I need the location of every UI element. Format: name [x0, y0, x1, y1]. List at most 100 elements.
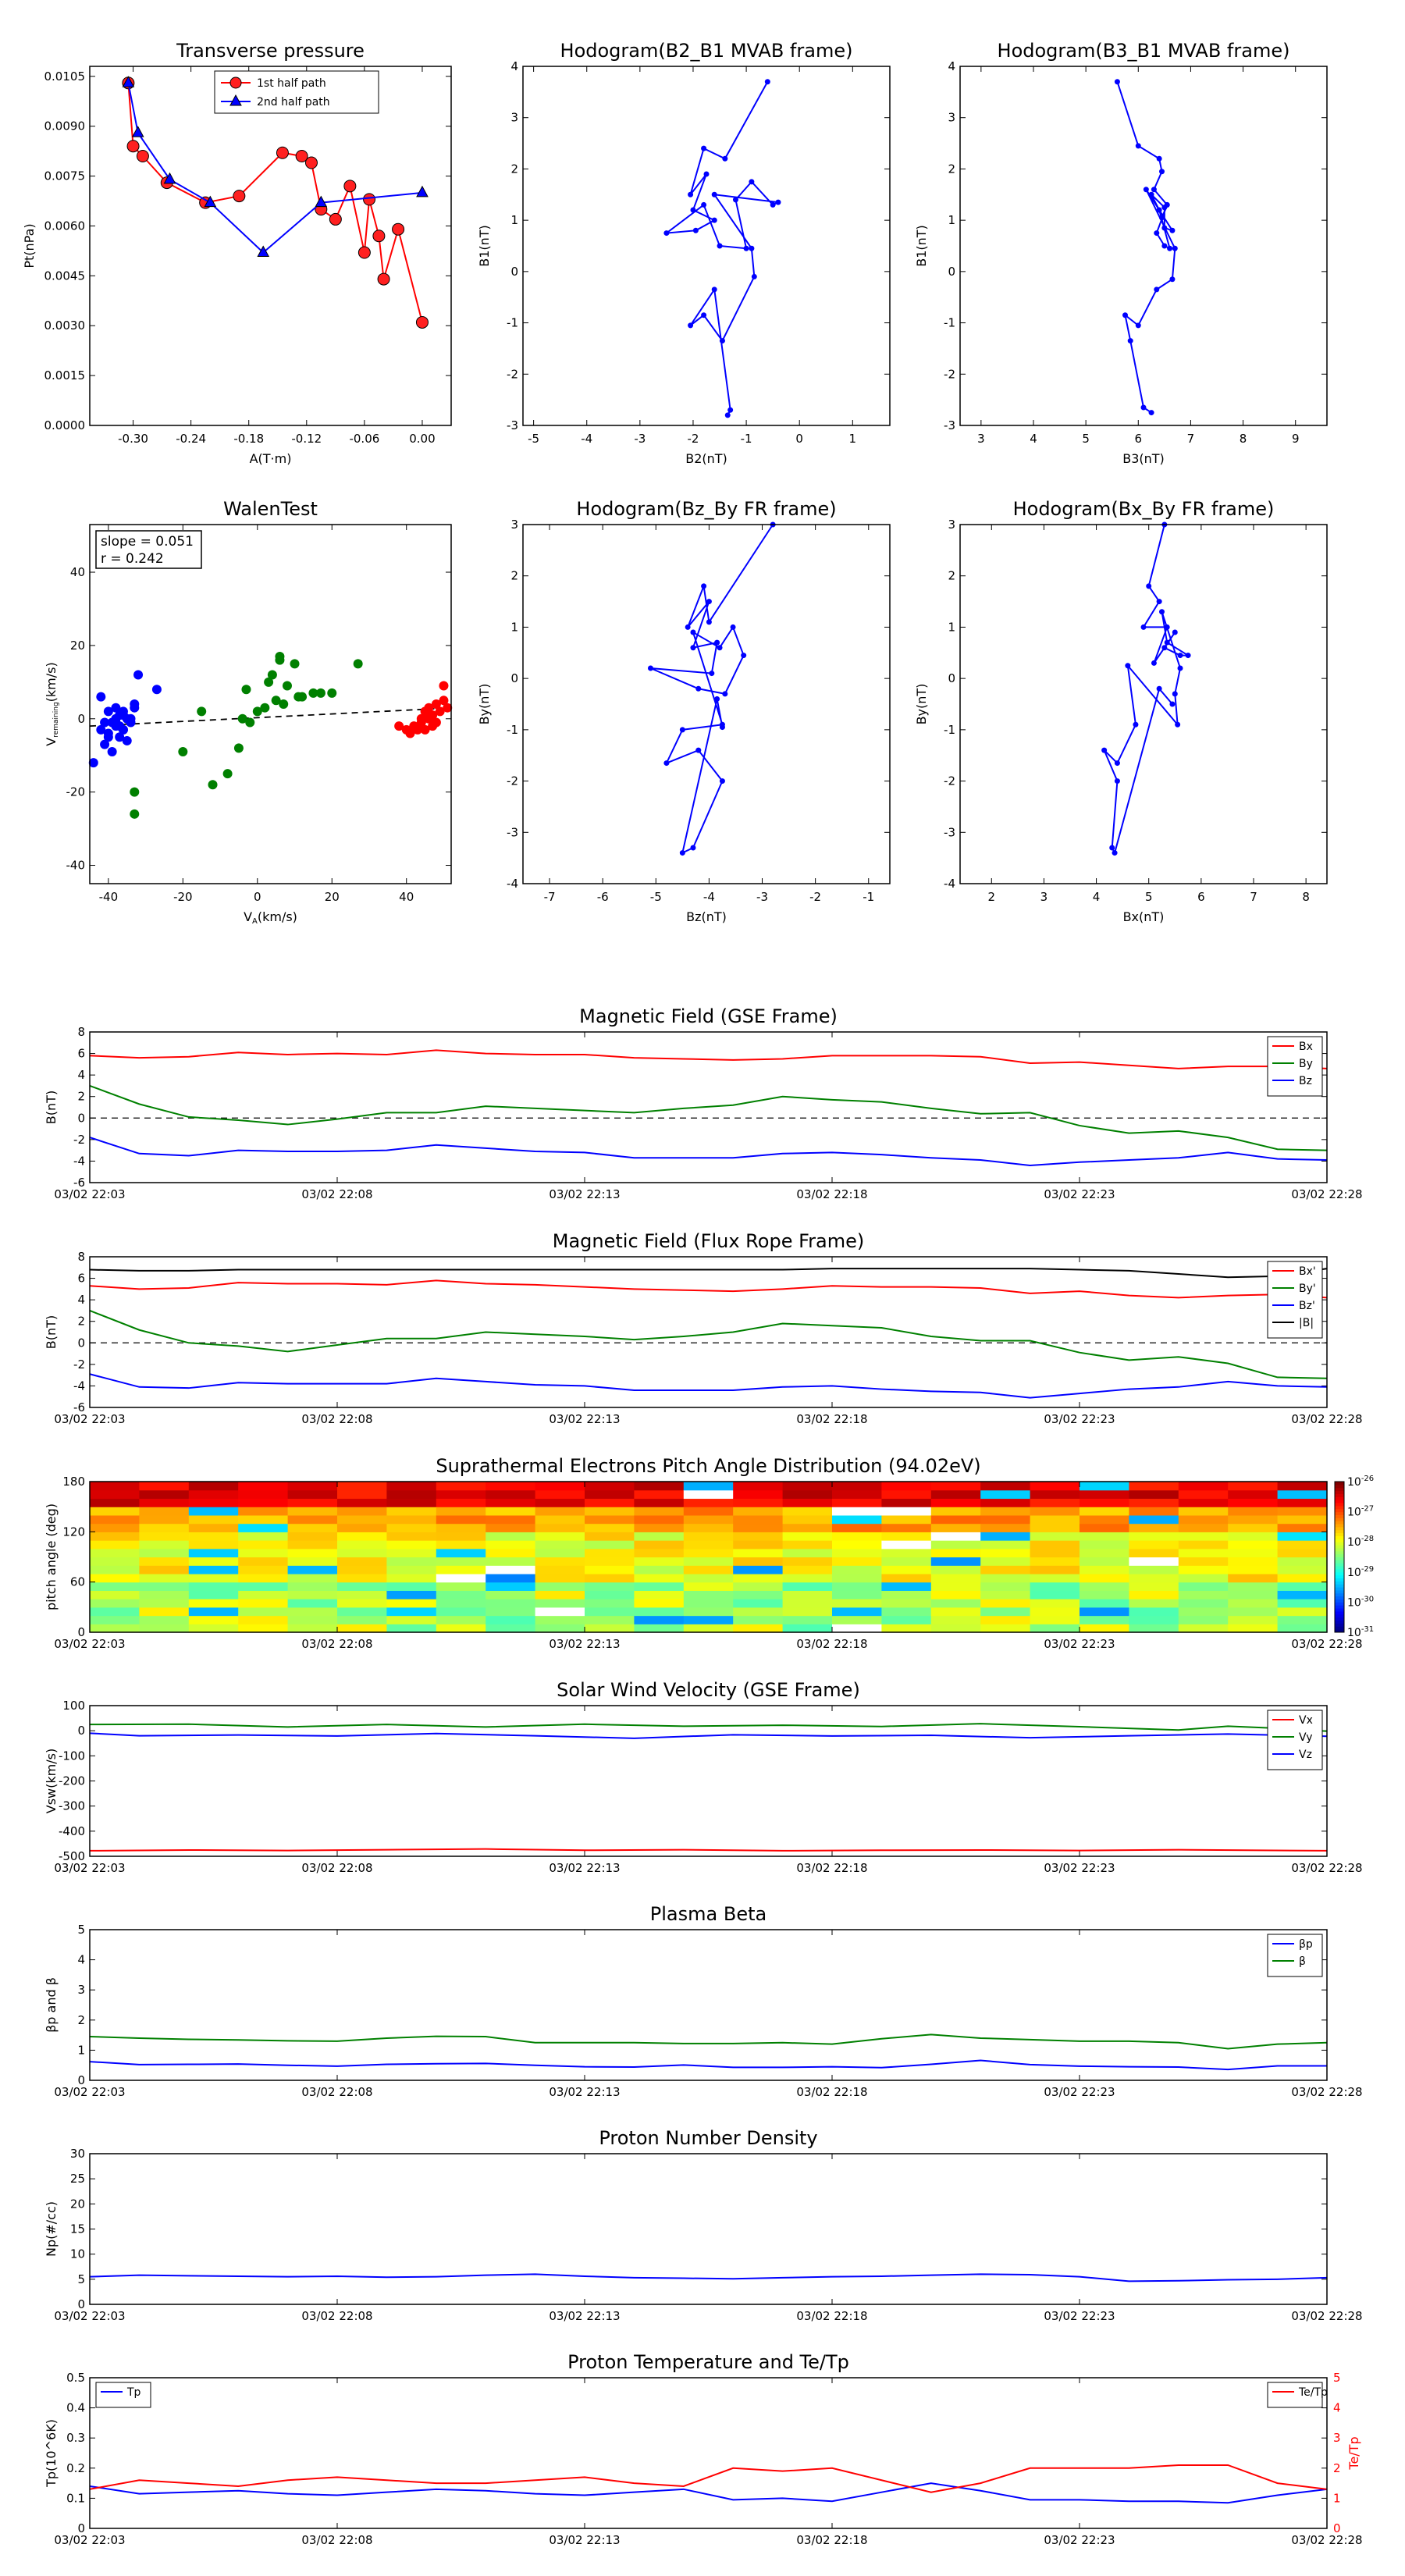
y-tick-label: 30 [70, 2147, 85, 2161]
heatmap-cell [139, 1548, 190, 1558]
x-axis-label: Bx(nT) [1123, 909, 1165, 924]
heatmap-cell [486, 1599, 536, 1608]
heatmap-cell [1129, 1532, 1179, 1541]
heatmap-cell [1080, 1523, 1129, 1532]
data-point [1114, 778, 1120, 785]
data-point [1140, 624, 1147, 630]
data-point [1114, 79, 1120, 85]
data-point [111, 717, 121, 728]
heatmap-cell [386, 1489, 437, 1500]
data-point [1185, 653, 1191, 659]
chart-title: Magnetic Field (Flux Rope Frame) [553, 1230, 864, 1252]
data-point [1169, 276, 1176, 283]
heatmap-cell [733, 1565, 784, 1574]
legend-label: Bx [1299, 1041, 1313, 1053]
heatmap-cell [585, 1532, 635, 1541]
heatmap-cell [733, 1482, 784, 1491]
heatmap-cell [634, 1573, 685, 1583]
heatmap-cell [1080, 1590, 1129, 1599]
heatmap-cell [486, 1540, 536, 1550]
heatmap-cell [980, 1565, 1031, 1574]
chart-transverse: Transverse pressure 0.0000 0.0015 0.0030 0.0… [22, 40, 452, 466]
colorbar-segment [1335, 1568, 1344, 1573]
legend-label: Vy [1299, 1731, 1313, 1744]
heatmap-cell [436, 1565, 486, 1574]
data-point [685, 624, 691, 630]
heatmap-cell [436, 1514, 486, 1525]
data-point [431, 699, 441, 709]
heatmap-cell [782, 1523, 833, 1532]
data-point [1172, 245, 1178, 251]
heatmap-cell [238, 1523, 289, 1532]
y-axis-label: B(nT) [44, 1091, 59, 1124]
y-tick-label: 2 [77, 1090, 85, 1104]
y-tick-label: -6 [73, 1400, 85, 1414]
x-axis-label: VA(km/s) [244, 909, 297, 926]
data-point [111, 703, 121, 713]
heatmap-cell [90, 1540, 140, 1550]
plot-frame [959, 66, 1328, 426]
data-point [264, 677, 274, 687]
y-tick-label: -3 [507, 825, 518, 839]
colorbar-segment [1335, 1535, 1344, 1539]
legend: Te/Tp [1267, 2382, 1328, 2408]
heatmap-cell [832, 1590, 882, 1599]
heatmap-cell [535, 1498, 585, 1507]
heatmap-cell [90, 1523, 140, 1532]
heatmap-cell [287, 1540, 338, 1550]
heatmap-cell [683, 1573, 734, 1583]
data-point [413, 724, 423, 735]
chart-title: Proton Temperature and Te/Tp [567, 2351, 849, 2373]
heatmap-cell [188, 1514, 239, 1525]
heatmap-cell [535, 1599, 585, 1608]
heatmap-cell [980, 1498, 1031, 1507]
colorbar-segment [1335, 1529, 1344, 1534]
heatmap-cell [1129, 1498, 1179, 1507]
heatmap-cell [1277, 1548, 1328, 1558]
heatmap-cell [881, 1532, 932, 1541]
heatmap-cell [238, 1507, 289, 1516]
data-point [237, 713, 247, 724]
x-tick-label: 03/02 22:08 [301, 2309, 372, 2323]
x-tick-label: -6 [597, 890, 609, 904]
y-tick-label: -200 [59, 1774, 85, 1788]
y-tick-label: -2 [944, 367, 955, 381]
heatmap-cell [881, 1599, 932, 1608]
y-tick-label: 4 [77, 1068, 85, 1082]
data-point [424, 703, 434, 713]
heatmap-cell [980, 1590, 1031, 1599]
heatmap-cell [782, 1540, 833, 1550]
heatmap-cell [486, 1523, 536, 1532]
heatmap-cell [188, 1624, 239, 1633]
heatmap-cell [238, 1514, 289, 1525]
heatmap-cell [634, 1624, 685, 1633]
y-tick-label: 2 [77, 1315, 85, 1329]
heatmap-cell [585, 1582, 635, 1591]
heatmap-cell [1228, 1624, 1279, 1633]
y-tick-label: 1 [948, 620, 955, 634]
heatmap-cell [782, 1514, 833, 1525]
data-point [439, 681, 449, 691]
y-tick-label: 0 [77, 1111, 85, 1125]
heatmap-cell [436, 1573, 486, 1583]
heatmap-cell [486, 1532, 536, 1541]
heatmap-cell [1228, 1507, 1279, 1516]
data-point [647, 665, 653, 671]
data-point [357, 246, 371, 259]
heatmap-cell [287, 1606, 338, 1617]
heatmap-cell [1277, 1590, 1328, 1599]
heatmap-cell [1228, 1482, 1279, 1491]
heatmap-cell [634, 1557, 685, 1566]
x-tick-label: 7 [1187, 432, 1195, 446]
data-point [1156, 155, 1162, 162]
x-tick-label: -40 [99, 890, 119, 904]
heatmap-cell [1178, 1599, 1229, 1608]
heatmap-cell [1178, 1573, 1229, 1583]
heatmap-cell [139, 1606, 190, 1617]
legend-label: Bz' [1299, 1300, 1315, 1312]
heatmap-cell [930, 1573, 981, 1583]
x-tick-label: -0.24 [176, 432, 206, 446]
colorbar-segment [1335, 1514, 1344, 1518]
y-tick-label: -4 [73, 1379, 85, 1393]
x-tick-label: 03/02 22:28 [1291, 1412, 1362, 1426]
